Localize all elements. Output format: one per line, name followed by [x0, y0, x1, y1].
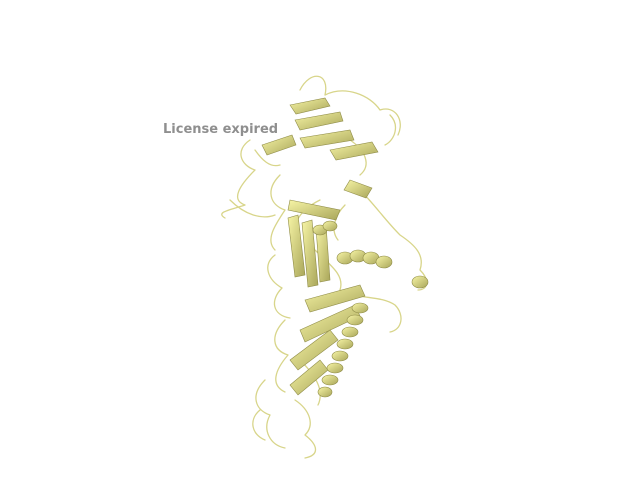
- license-expired-watermark: License expired: [163, 122, 279, 137]
- alpha-helices: [312, 220, 429, 398]
- beta-sheets: [261, 97, 379, 396]
